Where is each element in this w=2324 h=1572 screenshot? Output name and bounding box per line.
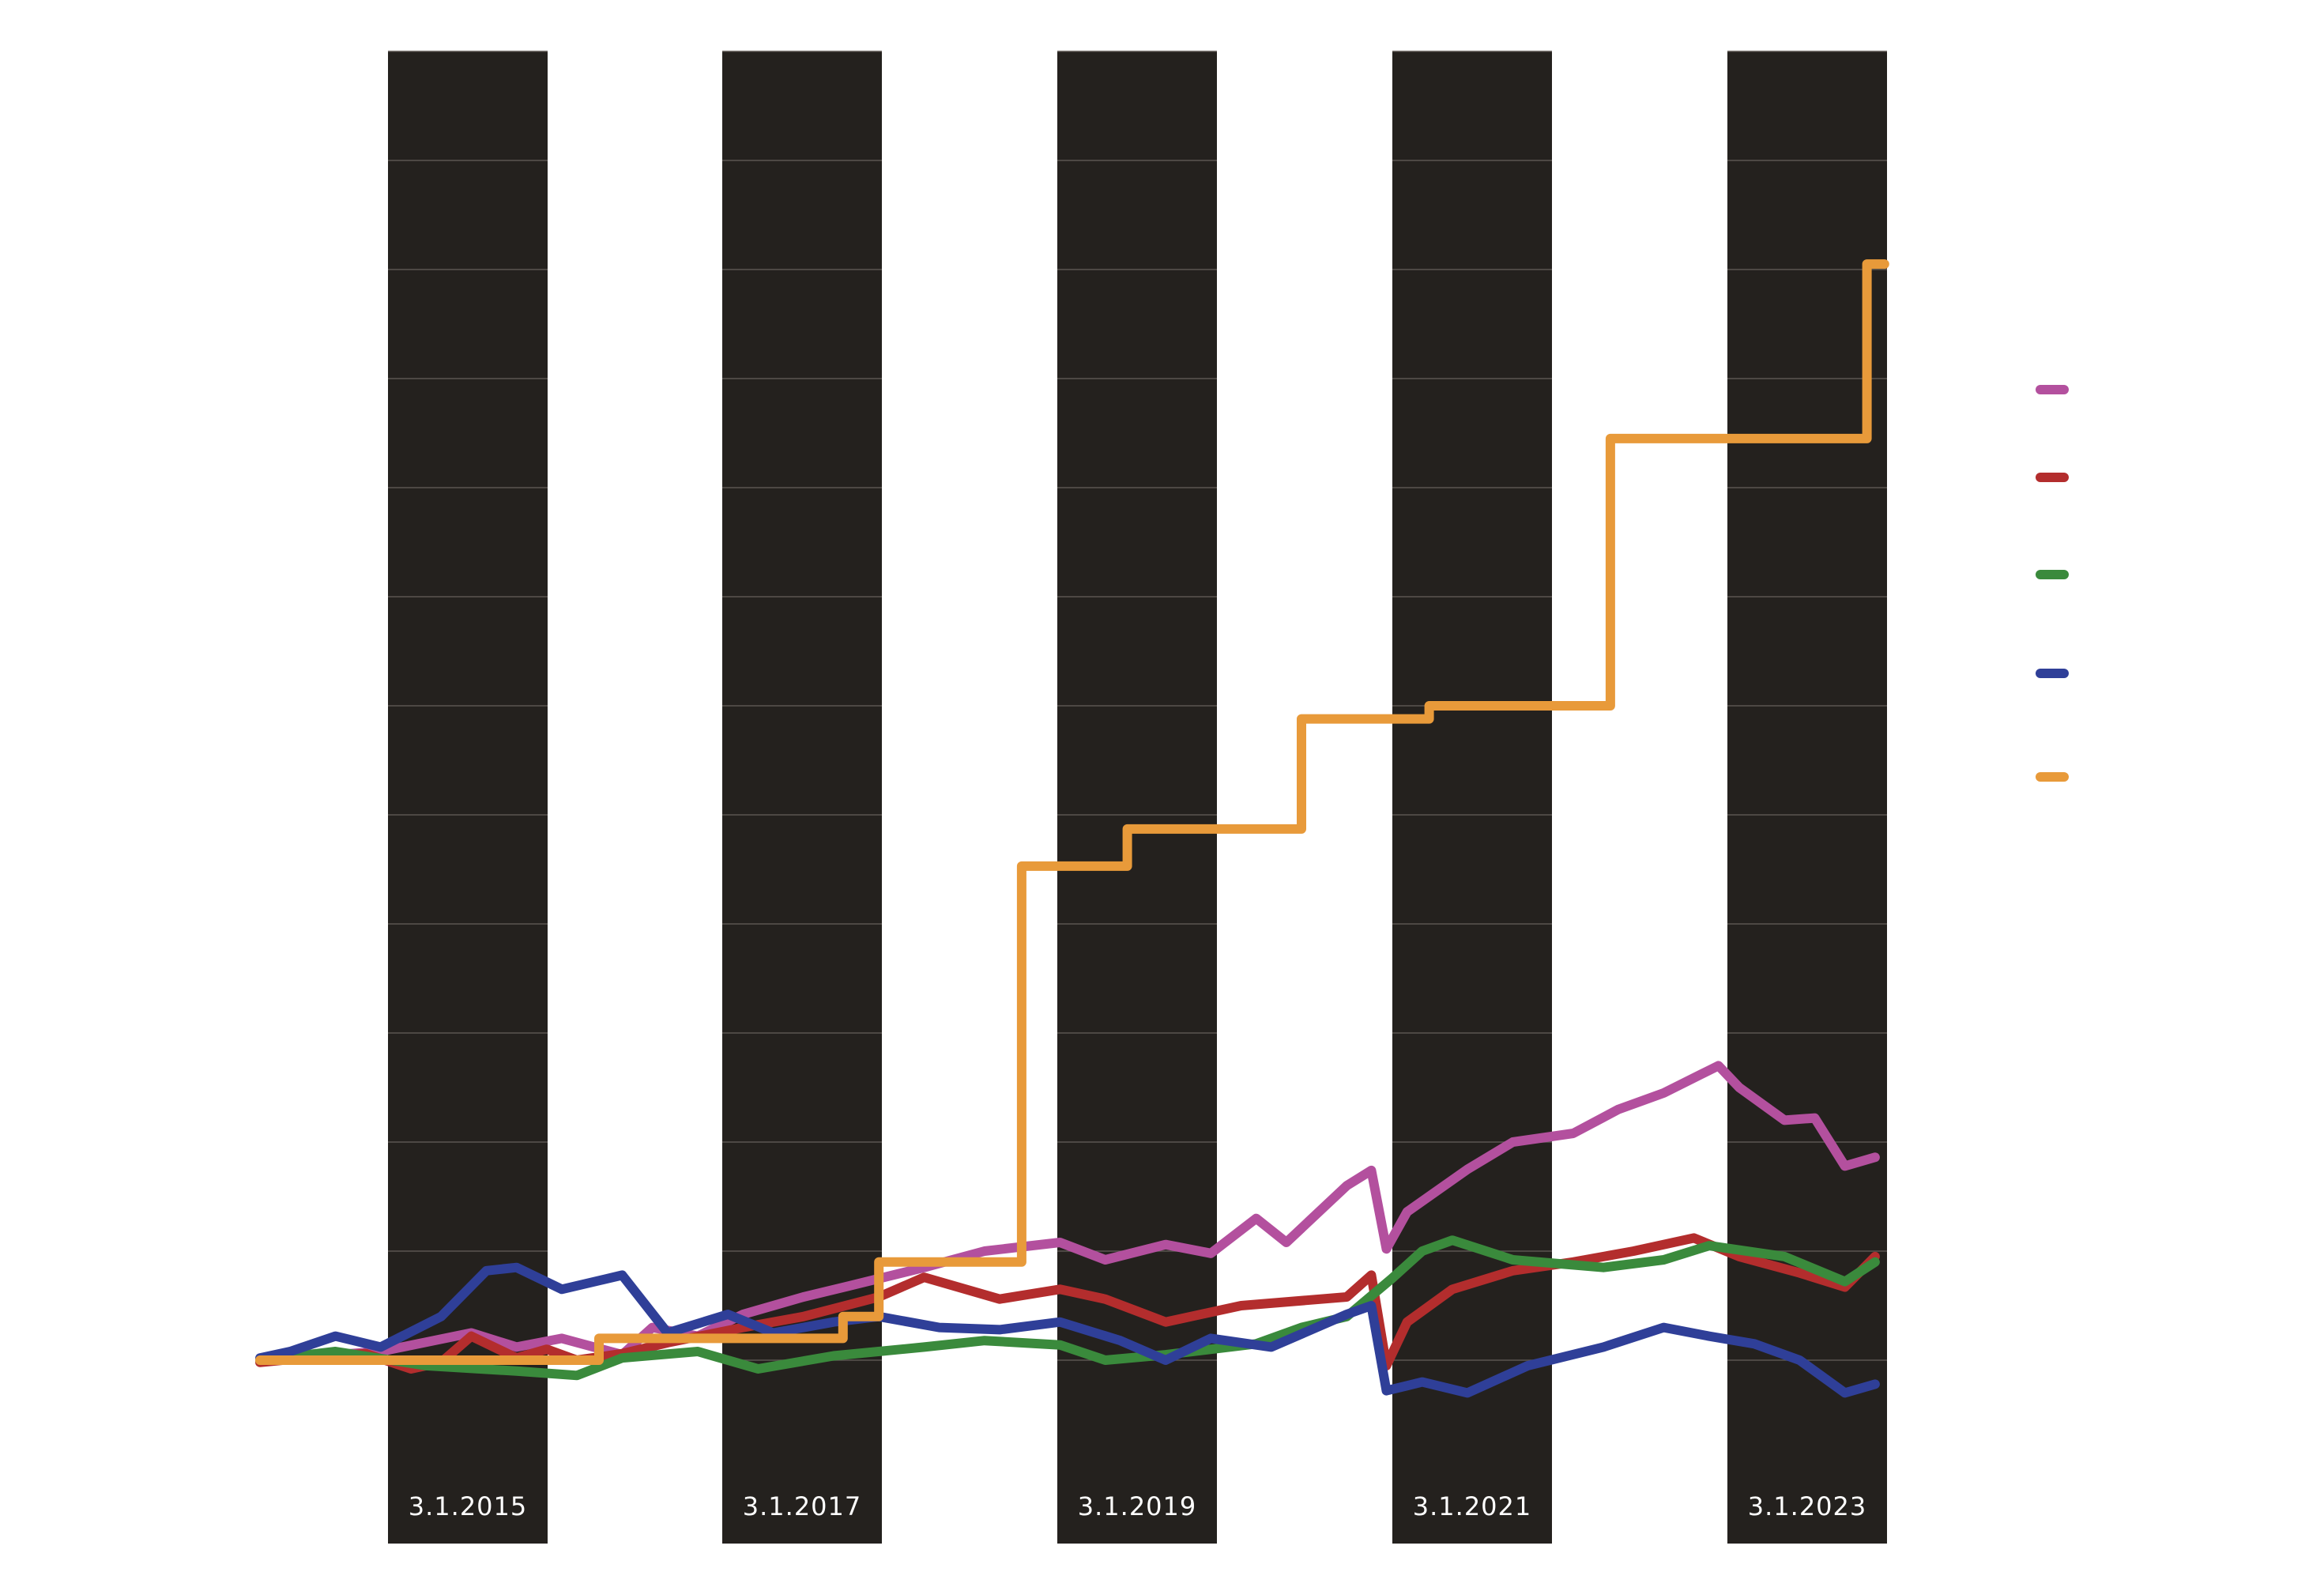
x-tick-label: 3.1.2021	[1413, 1491, 1532, 1521]
x-tick-label: 3.1.2023	[1748, 1491, 1867, 1521]
x-tick-label: 3.1.2019	[1078, 1491, 1197, 1521]
legend	[2036, 385, 2069, 782]
x-tick-label: 3.1.2017	[743, 1491, 862, 1521]
series-line-5	[255, 259, 1889, 1365]
x-axis-tick-labels: 3.1.2015 3.1.2017 3.1.2019 3.1.2021 3.1.2023	[409, 1491, 1867, 1521]
x-tick-label: 3.1.2015	[409, 1491, 528, 1521]
year-bands	[388, 51, 1887, 1544]
series-line-4	[255, 1262, 1880, 1398]
series-lines	[255, 259, 1889, 1398]
series-line-2	[255, 1233, 1880, 1374]
year-band-4	[1392, 51, 1552, 1544]
year-band-1	[388, 51, 548, 1544]
series-line-3	[255, 1235, 1880, 1381]
year-band-5	[1727, 51, 1887, 1544]
